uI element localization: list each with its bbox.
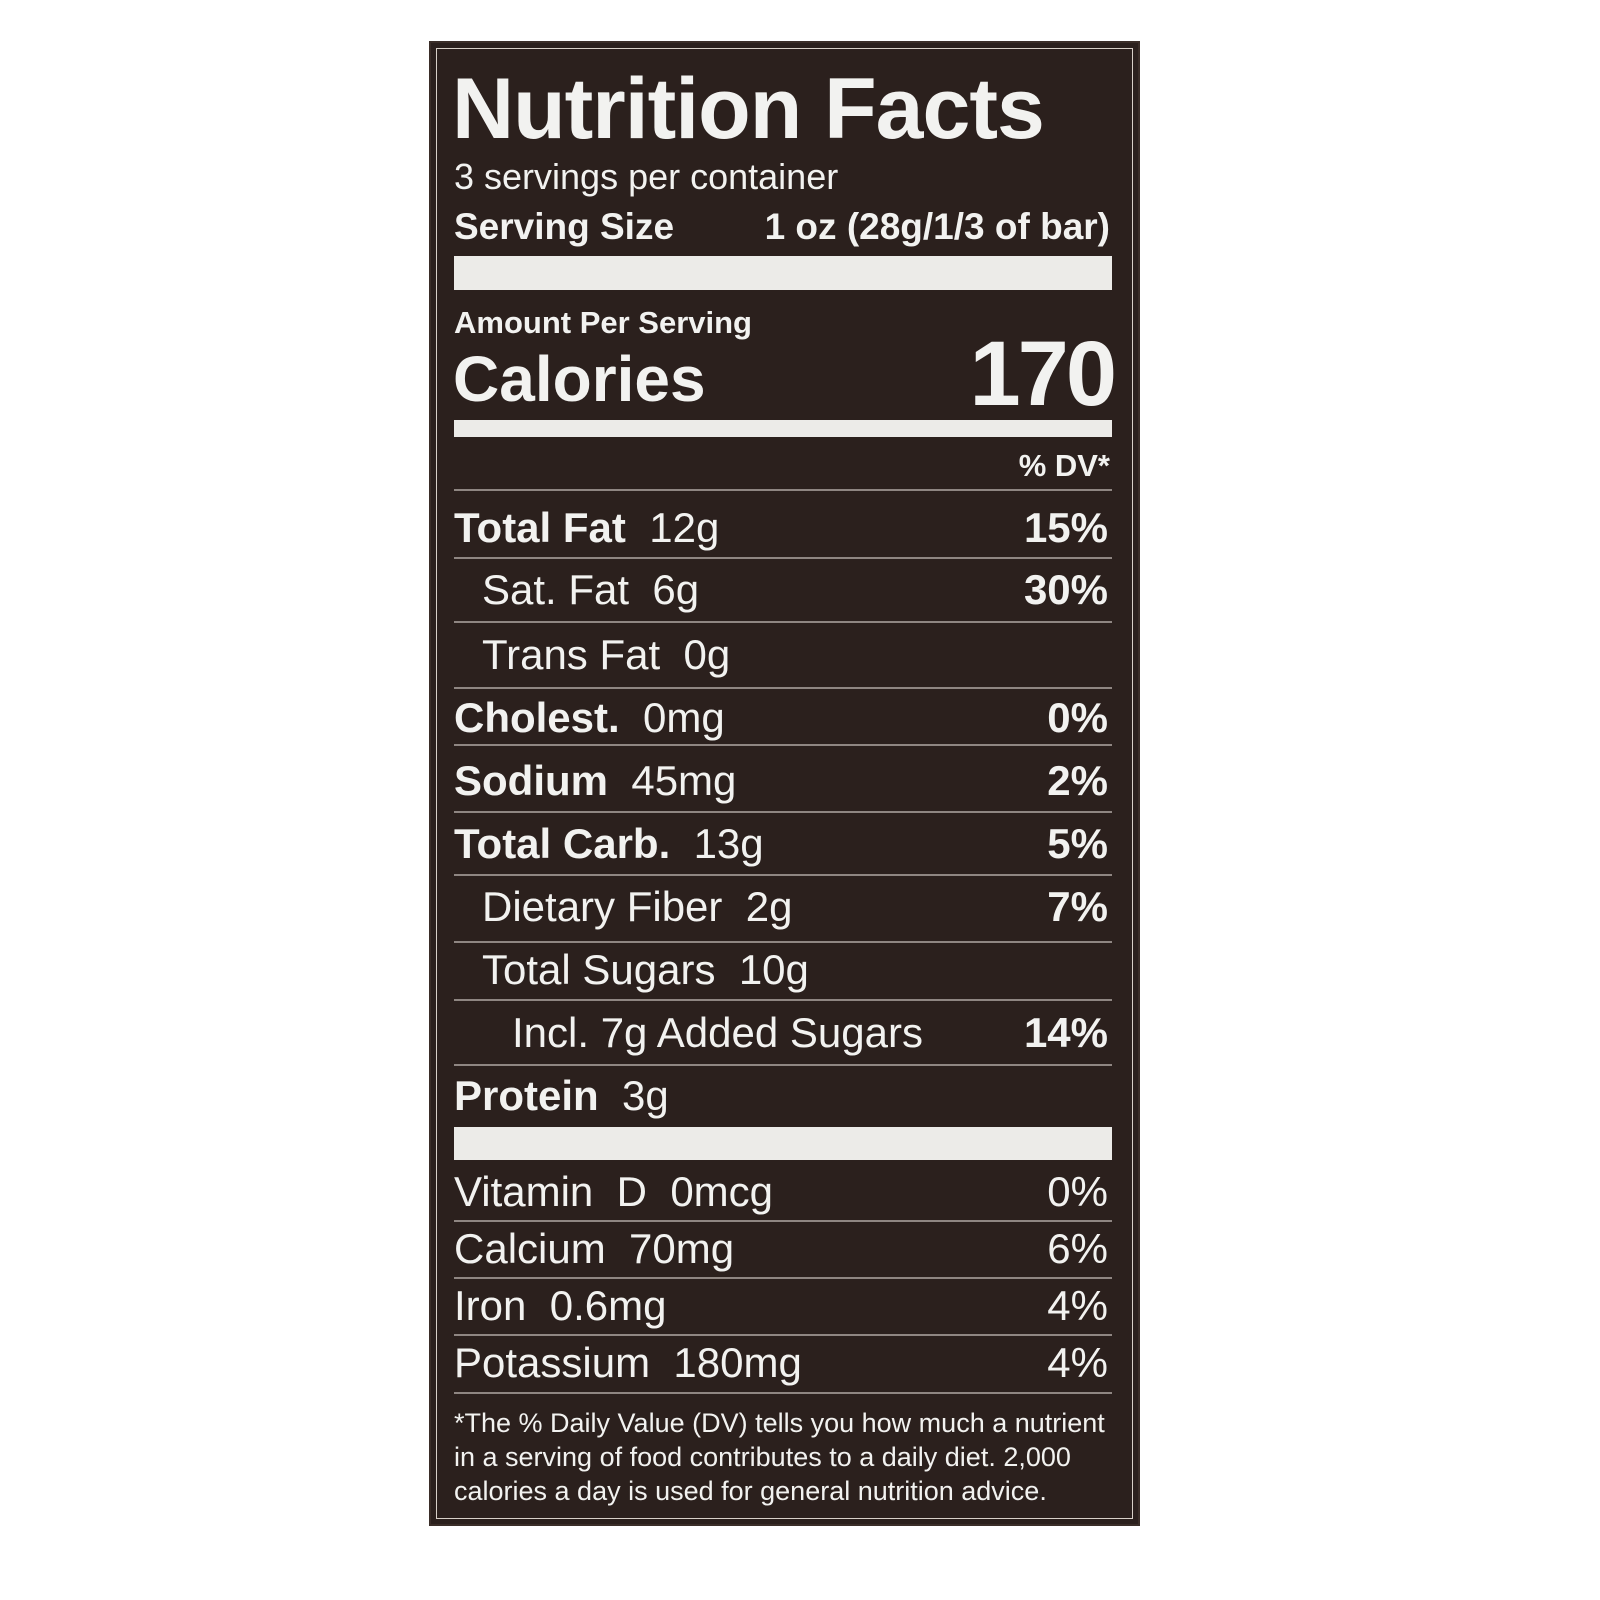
calories-label: Calories [453,343,706,415]
nutrient-amount: 3g [622,1072,669,1119]
nutrient-name: Protein [454,1072,599,1119]
vitamin-name: Potassium [454,1339,651,1386]
footnote: *The % Daily Value (DV) tells you how mu… [454,1406,1105,1508]
vitamin-dv: 4% [1047,1282,1108,1329]
nutrient-amount: 45mg [631,757,737,804]
vitamin-name: Iron [454,1282,527,1329]
nutrient-name: Cholest. [454,694,620,741]
footnote-line: calories a day is used for general nutri… [454,1476,1047,1506]
nutrient-dv: 15% [1023,504,1108,551]
vitamin-row-iron: Iron 0.6mg 4% [454,1276,1108,1336]
vitamin-row-calcium: Calcium 70mg 6% [454,1219,1108,1279]
thick-divider [454,256,1112,290]
vitamin-amount: 0mcg [670,1168,774,1215]
nutrient-dv: 5% [1047,820,1108,867]
vitamin-amount: 70mg [629,1225,735,1272]
footnote-line: *The % Daily Value (DV) tells you how mu… [454,1408,1105,1438]
nutrient-row-total-sugars: Total Sugars 10g [454,940,1108,1000]
calories-value: 170 [969,323,1117,425]
vitamin-name: Calcium [454,1225,606,1272]
nutrient-row-cholesterol: Cholest. 0mg 0% [454,688,1108,748]
nutrient-amount: 13g [693,820,764,867]
nutrient-dv: 7% [1047,883,1108,930]
divider [454,1334,1112,1336]
divider [454,489,1112,491]
nutrient-row-dietary-fiber: Dietary Fiber 2g 7% [454,877,1108,937]
divider [454,557,1112,559]
nutrient-name: Total Fat [454,504,626,551]
divider [454,687,1112,689]
nutrient-amount: 10g [738,946,809,993]
nutrient-dv: 0% [1047,694,1108,741]
nutrient-name: Sat. Fat [482,566,630,613]
divider [454,941,1112,943]
divider [454,874,1112,876]
divider [454,999,1112,1001]
vitamin-row-vitamin-d: Vitamin D 0mcg 0% [454,1162,1108,1222]
nutrient-row-added-sugars: Incl. 7g Added Sugars 14% [454,1003,1108,1063]
nutrient-dv: 14% [1023,1009,1108,1056]
vitamin-row-potassium: Potassium 180mg 4% [454,1333,1108,1393]
divider [454,1064,1112,1066]
amount-per-serving: Amount Per Serving [454,305,752,340]
nutrient-row-total-carb: Total Carb. 13g 5% [454,814,1108,874]
nutrient-row-protein: Protein 3g [454,1066,1108,1126]
nutrient-dv: 30% [1023,566,1108,613]
nutrient-name: Dietary Fiber [482,883,723,930]
dv-header: % DV* [1018,448,1110,483]
divider [454,1277,1112,1279]
vitamin-dv: 0% [1047,1168,1108,1215]
nutrient-dv: 2% [1047,757,1108,804]
nutrient-name: Incl. 7g Added Sugars [512,1009,923,1056]
nutrient-row-trans-fat: Trans Fat 0g [454,625,1108,685]
serving-size-label: Serving Size [454,206,675,247]
divider [454,744,1112,746]
nutrient-amount: 0g [683,631,731,678]
nutrient-amount: 2g [745,883,793,930]
vitamin-dv: 6% [1047,1225,1108,1272]
nutrient-name: Total Sugars [482,946,716,993]
vitamin-dv: 4% [1047,1339,1108,1386]
vitamin-amount: 180mg [673,1339,802,1386]
serving-size-value: 1 oz (28g/1/3 of bar) [764,206,1110,247]
divider [454,1392,1112,1394]
nutrient-name: Sodium [454,757,608,804]
vitamin-amount: 0.6mg [549,1282,667,1329]
nutrient-row-sat-fat: Sat. Fat 6g 30% [454,560,1108,620]
divider [454,621,1112,623]
servings-per-container: 3 servings per container [454,156,839,197]
nutrient-amount: 0mg [643,694,725,741]
label-title: Nutrition Facts [452,61,1045,157]
thick-divider [454,1127,1112,1160]
nutrient-name: Total Carb. [454,820,671,867]
divider [454,1220,1112,1222]
medium-divider [454,420,1112,437]
nutrient-amount: 6g [652,566,700,613]
nutrient-row-sodium: Sodium 45mg 2% [454,751,1108,811]
vitamin-name: Vitamin D [454,1168,647,1215]
divider [454,811,1112,813]
footnote-line: in a serving of food contributes to a da… [454,1442,1071,1472]
nutrient-name: Trans Fat [482,631,661,678]
nutrient-amount: 12g [649,504,720,551]
nutrient-row-total-fat: Total Fat 12g 15% [454,498,1108,558]
